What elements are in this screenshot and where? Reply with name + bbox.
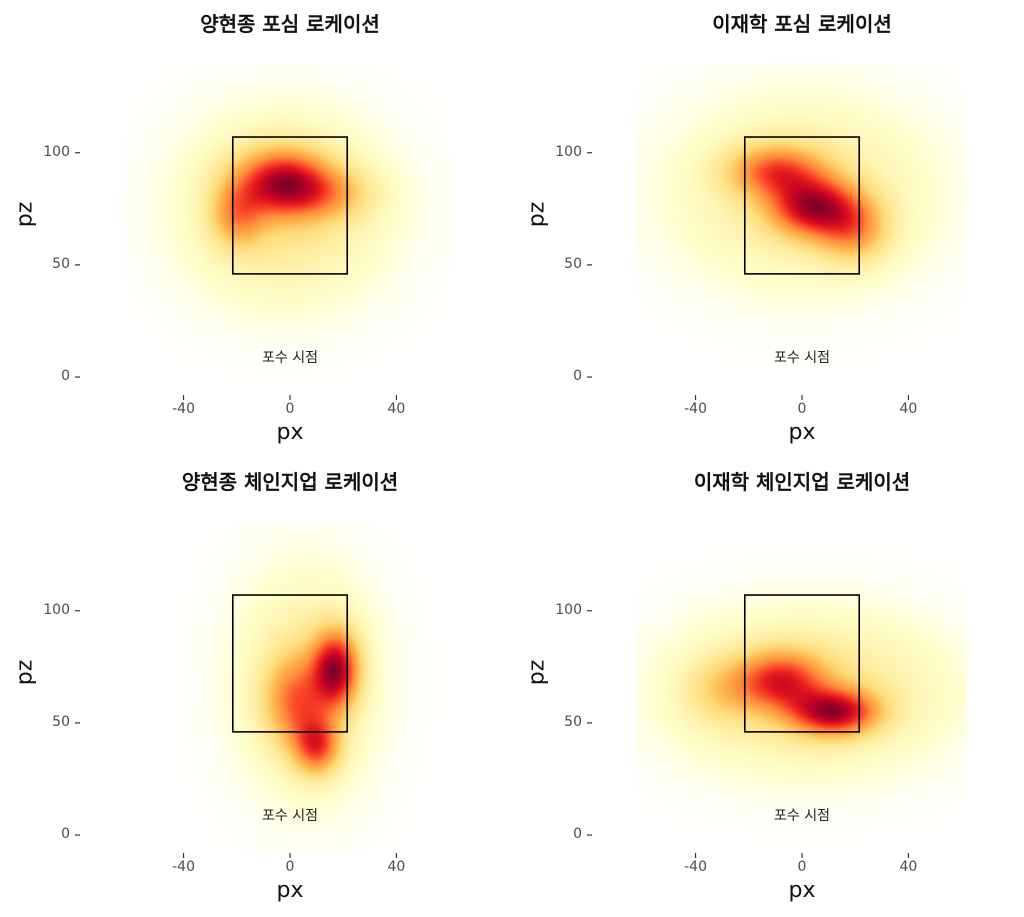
axes-overlay xyxy=(587,594,910,858)
strike-zone-box xyxy=(743,594,861,733)
x-axis-label: px xyxy=(788,878,816,903)
y-axis-label: pz xyxy=(12,659,38,686)
y-tick-label: 100 xyxy=(555,601,582,618)
x-axis-label: px xyxy=(276,878,304,903)
annotation-text: 포수 시점 xyxy=(262,349,318,366)
density-panel: 이재학 포심 로케이션 0 50 100 -40 0 40 px pz 포수 시점 xyxy=(512,0,1024,458)
annotation-text: 포수 시점 xyxy=(774,349,830,366)
density-panel: 양현종 체인지업 로케이션 0 50 100 -40 0 40 px pz 포수 시점 xyxy=(0,458,512,916)
y-axis-label: pz xyxy=(524,201,550,228)
density-heatmap xyxy=(125,63,455,395)
y-tick-label: 0 xyxy=(573,826,582,843)
y-tick-label: 0 xyxy=(61,368,70,385)
y-tick-label: 100 xyxy=(555,143,582,160)
chart-title: 양현종 체인지업 로케이션 xyxy=(181,470,399,494)
x-tick-label: 40 xyxy=(387,401,406,417)
y-axis-label: pz xyxy=(524,659,550,686)
axes-overlay xyxy=(75,136,398,400)
axes-overlay xyxy=(587,136,910,400)
y-tick-label: 0 xyxy=(573,368,582,385)
chart-title: 이재학 포심 로케이션 xyxy=(712,12,892,36)
y-tick-label: 100 xyxy=(43,143,70,160)
x-tick-label: -40 xyxy=(684,401,707,417)
x-tick-label: -40 xyxy=(684,859,707,875)
strike-zone-box xyxy=(231,136,349,275)
strike-zone-box xyxy=(231,594,349,733)
x-axis-label: px xyxy=(276,420,304,445)
x-tick-label: 40 xyxy=(387,859,406,875)
x-tick-label: -40 xyxy=(172,401,195,417)
axes-overlay xyxy=(75,594,398,858)
chart-title: 이재학 체인지업 로케이션 xyxy=(693,470,911,494)
x-tick-label: 40 xyxy=(899,401,918,417)
density-heatmap xyxy=(637,521,967,853)
y-tick-label: 50 xyxy=(52,255,70,272)
y-axis-label: pz xyxy=(12,201,38,228)
chart-title: 양현종 포심 로케이션 xyxy=(200,12,380,36)
strike-zone-box xyxy=(743,136,861,275)
x-tick-label: 0 xyxy=(285,401,295,417)
annotation-text: 포수 시점 xyxy=(774,807,830,824)
y-tick-label: 0 xyxy=(61,826,70,843)
density-panel: 이재학 체인지업 로케이션 0 50 100 -40 0 40 px pz 포수 시점 xyxy=(512,458,1024,916)
density-heatmap xyxy=(125,521,455,853)
x-tick-label: 0 xyxy=(285,859,295,875)
annotation-text: 포수 시점 xyxy=(262,807,318,824)
x-tick-label: 0 xyxy=(797,859,807,875)
x-tick-label: 40 xyxy=(899,859,918,875)
y-tick-label: 50 xyxy=(564,255,582,272)
density-panel: 양현종 포심 로케이션 0 50 100 -40 0 40 px pz 포수 시점 xyxy=(0,0,512,458)
y-tick-label: 50 xyxy=(564,713,582,730)
x-tick-label: -40 xyxy=(172,859,195,875)
y-tick-label: 50 xyxy=(52,713,70,730)
y-tick-label: 100 xyxy=(43,601,70,618)
density-heatmap xyxy=(637,63,967,395)
x-tick-label: 0 xyxy=(797,401,807,417)
x-axis-label: px xyxy=(788,420,816,445)
